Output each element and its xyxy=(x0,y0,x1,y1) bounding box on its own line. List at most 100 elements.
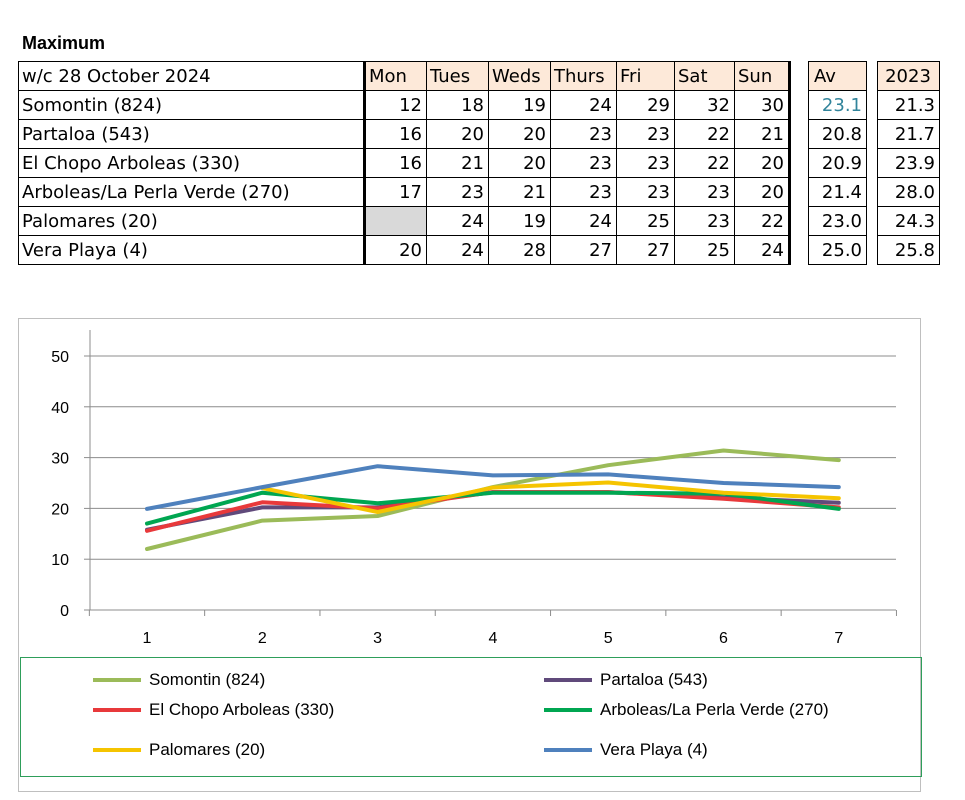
legend-swatch xyxy=(544,678,592,682)
station-name: Vera Playa (4) xyxy=(18,235,366,265)
average-cell: 23.1 xyxy=(808,90,867,120)
table-row: Palomares (20) 24 19 24 25 23 22 xyxy=(18,206,791,236)
average-table: Av 23.1 20.8 20.9 21.4 23.0 25.0 xyxy=(808,61,867,265)
year-header-row: 2023 xyxy=(877,61,940,91)
temperature-cell: 27 xyxy=(550,235,617,265)
temperature-cell: 25 xyxy=(674,235,735,265)
legend-swatch xyxy=(93,678,141,682)
av-row: 23.0 xyxy=(808,206,867,236)
day-header: Sat xyxy=(674,61,735,91)
year-row: 23.9 xyxy=(877,148,940,178)
x-tick-label: 5 xyxy=(604,630,613,647)
temperature-cell xyxy=(364,206,427,236)
temperature-cell: 24 xyxy=(426,235,489,265)
station-name: Palomares (20) xyxy=(18,206,366,236)
station-name: Somontin (824) xyxy=(18,90,366,120)
table-row: Arboleas/La Perla Verde (270) 17 23 21 23 23 2… xyxy=(18,177,791,207)
av-header-row: Av xyxy=(808,61,867,91)
table-header-row: w/c 28 October 2024 Mon Tues Weds Thurs Fri Sa… xyxy=(18,61,791,91)
max-temperature-table: w/c 28 October 2024 Mon Tues Weds Thurs Fri Sa… xyxy=(18,61,791,265)
day-header: Tues xyxy=(426,61,489,91)
legend-item: Partaloa (543) xyxy=(544,670,708,690)
temperature-cell: 22 xyxy=(674,148,735,178)
x-tick-label: 1 xyxy=(143,630,152,647)
temperature-cell: 20 xyxy=(488,119,551,149)
legend-item: El Chopo Arboleas (330) xyxy=(93,700,334,720)
temperature-cell: 22 xyxy=(734,206,791,236)
temperature-cell: 23 xyxy=(550,177,617,207)
legend-label: Arboleas/La Perla Verde (270) xyxy=(600,700,829,719)
day-header: Weds xyxy=(488,61,551,91)
temperature-cell: 16 xyxy=(364,148,427,178)
legend-item: Somontin (824) xyxy=(93,670,265,690)
temperature-cell: 20 xyxy=(734,177,791,207)
previous-year-cell: 21.3 xyxy=(877,90,940,120)
x-tick-label: 6 xyxy=(719,630,728,647)
y-tick-label: 20 xyxy=(51,501,69,518)
legend-label: Partaloa (543) xyxy=(600,670,708,689)
line-chart-frame xyxy=(18,318,921,792)
day-header: Thurs xyxy=(550,61,617,91)
legend-label: El Chopo Arboleas (330) xyxy=(149,700,335,719)
chart-legend: Somontin (824) Partaloa (543) El Chopo Arb… xyxy=(20,657,922,777)
legend-label: Vera Playa (4) xyxy=(600,740,708,759)
temperature-cell: 25 xyxy=(616,206,675,236)
y-tick-label: 10 xyxy=(51,552,69,569)
av-row: 23.1 xyxy=(808,90,867,120)
year-row: 21.3 xyxy=(877,90,940,120)
temperature-cell: 23 xyxy=(616,177,675,207)
temperature-cell: 21 xyxy=(426,148,489,178)
temperature-cell: 20 xyxy=(364,235,427,265)
x-tick-label: 3 xyxy=(373,630,382,647)
temperature-cell: 19 xyxy=(488,90,551,120)
average-cell: 25.0 xyxy=(808,235,867,265)
y-tick-label: 0 xyxy=(60,603,69,620)
year-row: 25.8 xyxy=(877,235,940,265)
year-row: 21.7 xyxy=(877,119,940,149)
temperature-cell: 32 xyxy=(674,90,735,120)
av-row: 25.0 xyxy=(808,235,867,265)
x-tick-label: 4 xyxy=(488,630,497,647)
temperature-cell: 19 xyxy=(488,206,551,236)
temperature-cell: 17 xyxy=(364,177,427,207)
y-tick-label: 40 xyxy=(51,400,69,417)
series-line xyxy=(260,480,841,514)
previous-year-cell: 28.0 xyxy=(877,177,940,207)
year-row: 28.0 xyxy=(877,177,940,207)
temperature-cell: 22 xyxy=(674,119,735,149)
year-header: 2023 xyxy=(877,61,940,91)
legend-swatch xyxy=(93,708,141,712)
legend-swatch xyxy=(93,748,141,752)
temperature-cell: 27 xyxy=(616,235,675,265)
day-header: Fri xyxy=(616,61,675,91)
temperature-cell: 23 xyxy=(616,119,675,149)
temperature-cell: 29 xyxy=(616,90,675,120)
legend-item: Vera Playa (4) xyxy=(544,740,708,760)
av-header: Av xyxy=(808,61,867,91)
temperature-cell: 21 xyxy=(488,177,551,207)
legend-swatch xyxy=(544,748,592,752)
temperature-cell: 23 xyxy=(674,206,735,236)
legend-item: Palomares (20) xyxy=(93,740,265,760)
temperature-cell: 24 xyxy=(734,235,791,265)
x-tick-label: 7 xyxy=(834,630,843,647)
temperature-cell: 16 xyxy=(364,119,427,149)
x-tick-label: 2 xyxy=(258,630,267,647)
previous-year-cell: 23.9 xyxy=(877,148,940,178)
temperature-cell: 12 xyxy=(364,90,427,120)
legend-label: Palomares (20) xyxy=(149,740,266,759)
temperature-cell: 20 xyxy=(734,148,791,178)
y-tick-label: 50 xyxy=(51,349,69,366)
previous-year-table: 2023 21.3 21.7 23.9 28.0 24.3 25.8 xyxy=(877,61,940,265)
legend-item: Arboleas/La Perla Verde (270) xyxy=(544,700,829,720)
av-row: 21.4 xyxy=(808,177,867,207)
week-label: w/c 28 October 2024 xyxy=(18,61,366,91)
chart-title: Maximum xyxy=(22,33,106,53)
previous-year-cell: 21.7 xyxy=(877,119,940,149)
station-name: El Chopo Arboleas (330) xyxy=(18,148,366,178)
legend-swatch xyxy=(544,708,592,712)
y-tick-label: 30 xyxy=(51,451,69,468)
series-line xyxy=(145,464,841,511)
legend-label: Somontin (824) xyxy=(149,670,266,689)
